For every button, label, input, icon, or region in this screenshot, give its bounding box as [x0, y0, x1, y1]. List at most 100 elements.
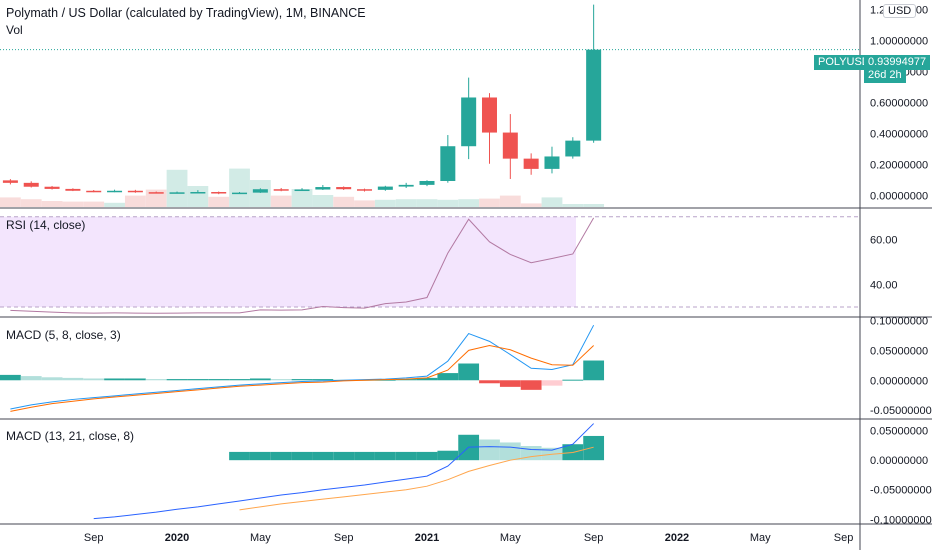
macd2-tick-label: -0.05000000 — [870, 485, 932, 497]
symbol-tag: POLYUSD — [814, 55, 874, 70]
candle-body — [211, 192, 227, 194]
time-tick-label: 2020 — [165, 532, 189, 544]
price-tick-label: 0.60000000 — [870, 97, 928, 109]
volume-bar — [374, 199, 396, 207]
candle-body — [565, 140, 581, 157]
price-tick-label: 0.00000000 — [870, 191, 928, 203]
volume-bar — [124, 195, 146, 207]
macd1-tick-label: 0.05000000 — [870, 345, 928, 357]
macd1-histogram-bar — [20, 376, 42, 381]
price-tick-label: 1.00000000 — [870, 35, 928, 47]
candle-body — [336, 187, 352, 190]
price-tick-label: 0.40000000 — [870, 128, 928, 140]
volume-bar — [333, 196, 355, 207]
candle-body — [148, 192, 164, 194]
candle-body — [86, 190, 102, 193]
candle-body — [398, 184, 414, 187]
volume-bar — [541, 197, 563, 207]
macd1-histogram-bar — [104, 378, 125, 381]
macd1-histogram-bar — [62, 377, 84, 381]
volume-bar — [499, 195, 521, 207]
volume-bar — [416, 199, 438, 207]
candle-body — [107, 190, 123, 193]
macd1-histogram-bar — [437, 373, 459, 381]
candle-body — [127, 190, 143, 193]
volume-bar — [291, 189, 313, 207]
rsi-band — [0, 216, 576, 307]
time-tick-label: May — [750, 532, 771, 544]
macd1-histogram-bar — [124, 378, 146, 381]
volume-bar — [83, 201, 105, 207]
volume-bar — [229, 168, 250, 207]
volume-bar — [270, 195, 292, 207]
countdown-tag: 26d 2h — [864, 68, 906, 83]
volume-bar — [583, 204, 605, 207]
time-tick-label: Sep — [334, 532, 354, 544]
macd1-histogram-bar — [41, 377, 63, 381]
time-tick-label: 2022 — [665, 532, 689, 544]
time-tick-label: May — [250, 532, 271, 544]
volume-bar — [458, 199, 480, 207]
macd1-histogram-bar — [395, 379, 417, 381]
macd2-histogram-bar — [395, 451, 417, 461]
volume-bar — [62, 201, 84, 207]
volume-bar — [0, 197, 21, 207]
volume-bar — [437, 199, 459, 207]
macd1-histogram-bar — [187, 379, 209, 381]
candle-body — [586, 49, 602, 141]
macd-13-21-label: MACD (13, 21, close, 8) — [6, 429, 135, 443]
macd1-histogram-bar — [416, 377, 438, 381]
candle-body — [44, 186, 60, 189]
macd-5-8-label: MACD (5, 8, close, 3) — [6, 328, 121, 342]
macd1-tick-label: 0.00000000 — [870, 375, 928, 387]
volume-bar — [145, 189, 167, 207]
rsi-tick-label: 60.00 — [870, 234, 898, 246]
macd2-tick-label: 0.00000000 — [870, 455, 928, 467]
volume-bar — [354, 200, 375, 207]
volume-bar — [187, 186, 209, 207]
candle-body — [65, 188, 81, 191]
macd1-histogram-bar — [583, 360, 605, 381]
macd1-histogram-bar — [520, 380, 542, 390]
macd2-histogram-bar — [354, 451, 375, 461]
macd2-histogram-bar — [249, 451, 271, 461]
candle-body — [544, 156, 560, 169]
volume-bar — [166, 169, 188, 207]
macd2-histogram-bar — [312, 451, 334, 461]
macd2-histogram-bar — [333, 451, 355, 461]
macd1-tick-label: -0.05000000 — [870, 405, 932, 417]
macd1-histogram-bar — [479, 380, 500, 384]
macd2-histogram-bar — [479, 439, 500, 461]
time-tick-label: Sep — [584, 532, 604, 544]
macd2-histogram-bar — [291, 451, 313, 461]
candle-body — [190, 192, 206, 194]
rsi-label: RSI (14, close) — [6, 218, 86, 232]
macd2-histogram-bar — [270, 451, 292, 461]
candle-body — [440, 146, 456, 181]
macd2-histogram-bar — [416, 451, 438, 461]
time-tick-label: Sep — [834, 532, 854, 544]
macd2-histogram-bar — [437, 450, 459, 461]
macd2-histogram-bar — [229, 451, 250, 461]
rsi-tick-label: 40.00 — [870, 279, 898, 291]
macd1-macd-line — [10, 324, 595, 410]
candle-body — [294, 189, 310, 192]
currency-button[interactable]: USD — [883, 4, 917, 18]
macd1-histogram-bar — [249, 378, 271, 381]
candle-body — [2, 180, 18, 183]
macd1-signal-line — [10, 345, 594, 412]
candle-body — [461, 97, 477, 147]
macd2-signal-line — [239, 446, 594, 511]
volume-bar — [20, 199, 42, 207]
time-tick-label: 2021 — [415, 532, 439, 544]
candle-body — [377, 186, 393, 190]
time-tick-label: May — [500, 532, 521, 544]
candle-body — [232, 192, 248, 195]
volume-bar — [312, 195, 334, 207]
macd1-histogram-bar — [83, 378, 105, 381]
time-tick-label: Sep — [84, 532, 104, 544]
chart-title: Polymath / US Dollar (calculated by Trad… — [6, 6, 366, 20]
macd1-histogram-bar — [541, 380, 563, 386]
